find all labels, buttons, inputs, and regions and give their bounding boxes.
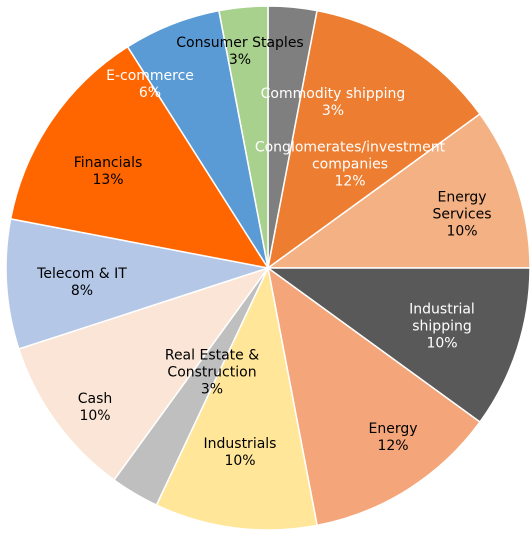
value-label: 13% (92, 172, 124, 188)
category-label: Cash (77, 391, 113, 407)
value-label: 12% (377, 438, 409, 454)
category-label: Conglomerates/investment companies (254, 139, 446, 173)
category-label: Telecom & IT (37, 266, 127, 282)
category-label: Consumer Staples (176, 35, 304, 51)
value-label: 12% (334, 173, 366, 190)
slice-label: Cash 10% (65, 391, 125, 425)
slice (155, 265, 318, 531)
category-label: Energy Services (432, 189, 492, 223)
value-label: 10% (446, 223, 478, 240)
slice-label: Real Estate & Construction 3% (147, 348, 277, 399)
slice (266, 9, 482, 270)
slice-label: Telecom & IT 8% (22, 266, 142, 300)
category-label: Industrial shipping (409, 301, 475, 335)
slice (265, 112, 531, 269)
slice-label: Conglomerates/investment companies 12% (230, 140, 470, 191)
slice-label: Consumer Staples 3% (160, 35, 320, 69)
value-label: 10% (224, 453, 256, 469)
category-label: Industrials (203, 436, 277, 452)
slice-label: Industrials 10% (185, 436, 295, 470)
slice-label: E-commerce 6% (100, 68, 200, 102)
slice (5, 218, 269, 350)
slice-label: Financials 13% (58, 155, 158, 189)
slice-label: Industrial shipping 10% (387, 302, 497, 353)
slice (265, 267, 531, 424)
value-label: 10% (79, 408, 111, 424)
category-label: Real Estate & Construction (164, 347, 260, 381)
value-label: 6% (138, 85, 162, 101)
category-label: Commodity shipping (260, 86, 406, 102)
value-label: 10% (426, 335, 458, 352)
slice-label: Energy 12% (353, 421, 433, 455)
value-label: 3% (228, 52, 252, 68)
category-label: Financials (73, 155, 143, 171)
slice-label: Commodity shipping 3% (233, 86, 433, 120)
category-label: Energy (368, 421, 418, 437)
slice (9, 45, 270, 270)
value-label: 3% (321, 103, 345, 119)
slice (17, 266, 270, 482)
category-label: E-commerce (106, 68, 194, 84)
value-label: 8% (70, 283, 94, 299)
value-label: 3% (200, 381, 224, 398)
slice (218, 5, 269, 269)
slice-label: Energy Services 10% (412, 190, 512, 241)
slice (266, 266, 482, 527)
